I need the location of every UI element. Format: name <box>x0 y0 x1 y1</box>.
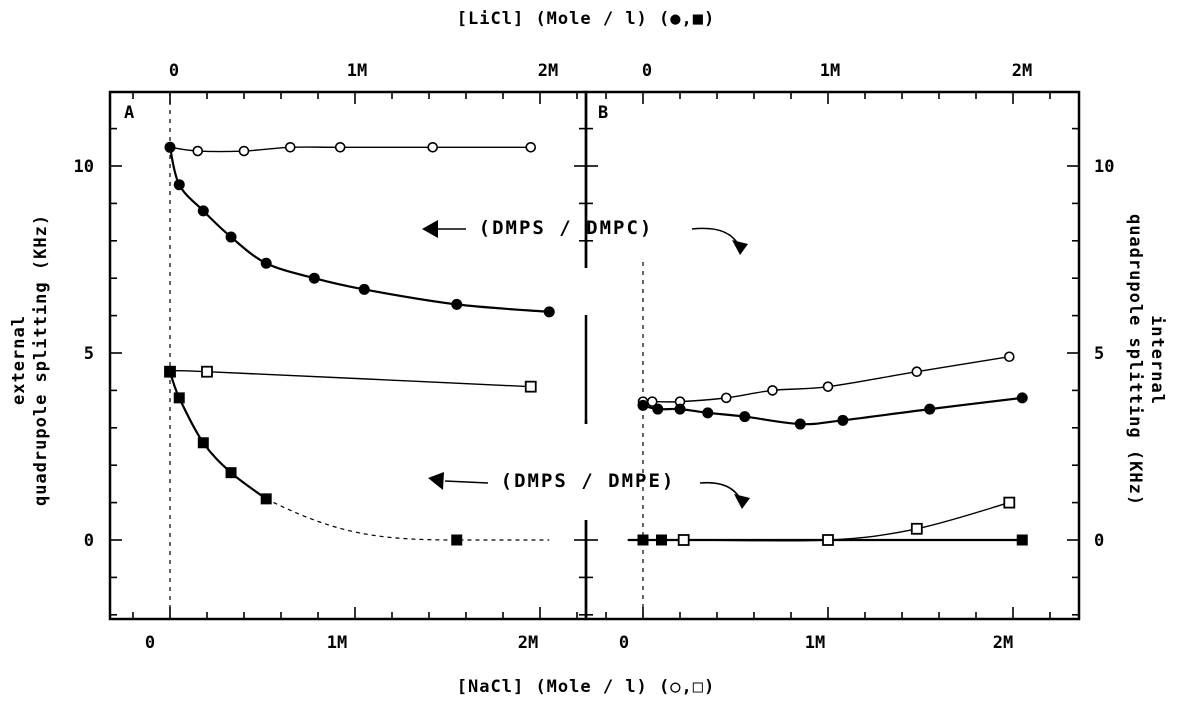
data-point-1-0-7 <box>1003 351 1015 363</box>
x-bottom-tick-b-0: 0 <box>619 633 629 653</box>
data-point-1-1-5 <box>794 418 806 430</box>
data-point-0-2-2 <box>524 380 537 393</box>
x-bottom-tick-a-1: 1M <box>327 633 347 653</box>
data-point-1-0-1 <box>646 396 658 407</box>
data-point-0-0-2 <box>238 145 250 157</box>
x-top-tick-b-1: 1M <box>820 61 840 81</box>
panel-a-frame <box>108 90 588 621</box>
data-point-1-2-0 <box>677 534 690 546</box>
data-point-1-3-2 <box>1016 534 1028 546</box>
bottom-axis-title: [NaCl] (Mole / l) (○,□) <box>457 677 715 697</box>
arrow-dmpc-right <box>691 227 739 245</box>
data-point-0-1-7 <box>451 298 463 310</box>
data-point-0-1-5 <box>308 272 320 284</box>
data-point-0-0-4 <box>334 142 346 153</box>
data-point-0-1-4 <box>260 257 272 269</box>
series-line-0-2 <box>167 369 531 388</box>
annotation-dmps-dmpe: (DMPS / DMPE) <box>501 470 676 492</box>
annotation-dmps-dmpc: (DMPS / DMPC) <box>479 217 654 239</box>
data-point-1-2-2 <box>910 522 923 535</box>
arrow-dmpe-right <box>699 481 741 499</box>
data-point-1-2-1 <box>822 534 834 546</box>
left-axis-title: external quadrupole splitting (KHz) <box>9 214 51 506</box>
data-point-1-1-6 <box>837 414 849 426</box>
data-point-0-3-1 <box>173 392 185 404</box>
y-left-tick-10: 10 <box>74 157 94 177</box>
series-line-0-1 <box>168 147 550 313</box>
data-point-0-3-2 <box>197 437 209 449</box>
x-top-tick-a-0: 0 <box>169 61 179 81</box>
x-top-tick-b-0: 0 <box>642 61 652 81</box>
data-point-0-0-6 <box>525 142 537 153</box>
x-top-tick-a-2: 2M <box>538 61 558 81</box>
arrow-dmpe-left-head <box>428 472 444 490</box>
arrow-dmpe-right-head <box>734 494 750 509</box>
data-point-0-1-1 <box>173 179 185 191</box>
left-axis-title-line-2: quadrupole splitting (KHz) <box>31 214 51 506</box>
x-bottom-tick-a-2: 2M <box>518 633 538 653</box>
data-point-1-0-3 <box>720 392 732 404</box>
tick-marks <box>110 92 1079 619</box>
top-axis-title: [LiCl] (Mole / l) (●,■) <box>457 9 715 29</box>
panel-b-label: B <box>598 103 608 123</box>
data-point-0-0-3 <box>284 142 296 153</box>
annotation-arrows <box>422 220 750 509</box>
series-line-0-3 <box>168 371 267 500</box>
left-axis-title-line-1: external <box>9 315 29 405</box>
data-point-1-1-2 <box>674 403 686 415</box>
data-point-0-1-2 <box>197 205 209 217</box>
data-point-1-2-3 <box>1003 496 1016 509</box>
x-bottom-tick-b-2: 2M <box>993 633 1013 653</box>
data-point-0-3-0 <box>164 366 176 378</box>
data-point-0-1-0 <box>164 141 176 153</box>
series-line-1-0 <box>643 356 1010 403</box>
data-point-0-3-4 <box>260 493 272 505</box>
data-point-1-1-7 <box>924 403 936 415</box>
arrow-dmpc-left-head <box>422 220 438 238</box>
y-right-tick-0: 0 <box>1094 531 1104 551</box>
arrow-dmpe-left <box>444 480 489 484</box>
data-point-0-3-5 <box>451 534 463 546</box>
data-point-1-1-0 <box>637 399 649 411</box>
data-point-1-3-1 <box>656 534 667 546</box>
data-point-0-3-3 <box>225 467 237 479</box>
data-point-0-1-3 <box>225 231 237 243</box>
data-point-0-0-5 <box>427 142 439 153</box>
series-markers <box>164 141 1028 546</box>
data-point-1-0-5 <box>822 381 834 392</box>
x-top-tick-b-2: 2M <box>1012 61 1032 81</box>
data-point-1-0-4 <box>767 385 778 396</box>
arrow-dmpc-right-head <box>732 240 748 255</box>
data-point-0-1-8 <box>543 306 555 318</box>
data-point-1-0-6 <box>911 366 923 378</box>
data-point-1-1-8 <box>1016 392 1028 404</box>
data-point-0-1-6 <box>358 283 370 295</box>
y-right-tick-5: 5 <box>1094 344 1104 364</box>
y-right-tick-10: 10 <box>1094 157 1114 177</box>
right-axis-title: internal quadrupole splitting (KHz) <box>1125 214 1167 506</box>
x-top-tick-a-1: 1M <box>347 61 367 81</box>
data-point-1-1-3 <box>702 407 714 419</box>
panel-a-label: A <box>124 103 134 123</box>
data-point-1-1-1 <box>652 403 664 415</box>
data-point-0-0-1 <box>192 145 204 157</box>
x-bottom-tick-b-1: 1M <box>805 633 825 653</box>
series-line-1-1 <box>642 396 1023 426</box>
series-line-0-0 <box>169 146 531 153</box>
right-axis-title-line-1: internal <box>1147 315 1167 405</box>
right-axis-title-line-2: quadrupole splitting (KHz) <box>1125 214 1145 506</box>
data-point-0-2-1 <box>201 365 213 378</box>
series-dashed-extension-0-3 <box>265 498 550 541</box>
y-left-tick-0: 0 <box>84 531 94 551</box>
data-point-1-1-4 <box>739 411 751 423</box>
data-point-1-3-0 <box>637 534 649 546</box>
x-bottom-tick-a-0: 0 <box>145 633 155 653</box>
series-line-1-2 <box>683 501 1010 542</box>
y-left-tick-5: 5 <box>84 344 94 364</box>
